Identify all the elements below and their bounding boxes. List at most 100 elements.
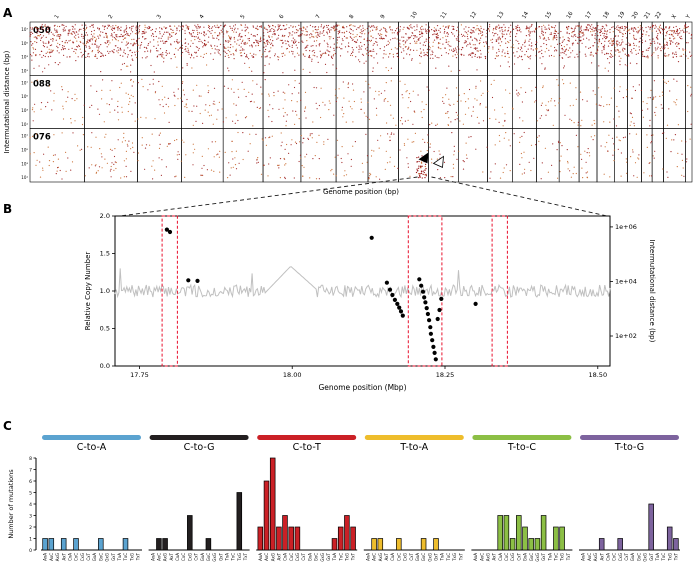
svg-text:GxC: GxC: [314, 553, 319, 561]
svg-text:21: 21: [643, 11, 652, 20]
bar: [617, 538, 623, 551]
svg-text:GxG: GxG: [535, 553, 540, 562]
svg-text:10⁷: 10⁷: [21, 27, 28, 32]
open-arrowhead-icon: [432, 155, 444, 168]
group-color-bar: [472, 435, 572, 440]
svg-text:TxG: TxG: [560, 553, 565, 562]
svg-text:AxC: AxC: [49, 553, 54, 561]
svg-text:13: 13: [497, 11, 506, 21]
svg-text:AxA: AxA: [366, 553, 371, 561]
bar: [516, 515, 522, 551]
bar: [396, 538, 402, 551]
bar: [294, 526, 301, 551]
svg-text:TxG: TxG: [129, 553, 134, 562]
svg-text:TxC: TxC: [123, 553, 128, 562]
bar: [540, 515, 547, 551]
svg-text:CxG: CxG: [295, 553, 300, 561]
svg-text:1e+04: 1e+04: [615, 278, 637, 286]
svg-text:19: 19: [618, 11, 627, 21]
bar: [350, 526, 356, 551]
svg-text:AxC: AxC: [264, 553, 269, 561]
svg-text:1.0: 1.0: [100, 287, 110, 295]
group-title: C-to-T: [293, 442, 321, 453]
group-color-bar: [42, 435, 141, 440]
bar: [497, 515, 503, 551]
bar: [673, 538, 679, 551]
rainfall-points-076: [29, 131, 691, 180]
svg-text:076: 076: [33, 133, 51, 143]
svg-text:AxG: AxG: [163, 553, 168, 561]
svg-text:CxG: CxG: [618, 553, 623, 561]
svg-text:GxG: GxG: [643, 553, 648, 562]
svg-text:GxC: GxC: [421, 553, 426, 561]
svg-text:GxG: GxG: [427, 553, 432, 562]
svg-text:10⁵: 10⁵: [21, 94, 28, 99]
svg-text:10⁵: 10⁵: [21, 148, 28, 153]
svg-text:CxA: CxA: [175, 553, 180, 561]
bar: [282, 515, 288, 551]
signature-group-T-to-G: T-to-G AxA AxC AxG AxT CxA CxC CxG CxT GxA GxC GxG G…: [579, 435, 680, 562]
svg-text:GxG: GxG: [105, 553, 110, 562]
svg-text:CxC: CxC: [181, 553, 186, 561]
svg-text:6: 6: [279, 13, 286, 20]
bar: [257, 526, 264, 551]
bar: [331, 538, 338, 551]
svg-text:CxG: CxG: [187, 553, 192, 561]
svg-text:TxA: TxA: [332, 553, 337, 562]
bar: [236, 492, 243, 551]
svg-text:AxT: AxT: [599, 552, 604, 560]
svg-text:4: 4: [29, 502, 32, 508]
svg-text:20: 20: [631, 11, 640, 21]
svg-text:TxC: TxC: [338, 553, 343, 562]
panel-b-copy-number-plot: 0.0 0.5 1.0 1.5 2.0 1e+06 1e+04 1e+02 17.75 18.00…: [84, 212, 656, 392]
group-color-bar: [149, 435, 249, 440]
svg-text:GxG: GxG: [212, 553, 217, 562]
svg-text:10³: 10³: [21, 161, 28, 166]
svg-text:CxC: CxC: [396, 553, 401, 561]
group-title: T-to-A: [399, 442, 428, 453]
svg-text:TxC: TxC: [231, 553, 236, 562]
bar: [503, 515, 510, 551]
bar: [371, 538, 377, 551]
signature-group-C-to-A: C-to-A AxA AxC AxG AxT CxA CxC CxG CxT GxA GxC GxG G…: [41, 435, 142, 562]
svg-text:10³: 10³: [21, 55, 28, 60]
svg-text:GxT: GxT: [649, 552, 654, 560]
svg-text:TxC: TxC: [554, 553, 559, 562]
svg-text:CxA: CxA: [283, 553, 288, 561]
group-color-bar: [580, 435, 679, 440]
panel-c-ylabel: Number of mutations: [7, 469, 15, 539]
svg-text:CxA: CxA: [498, 553, 503, 561]
svg-text:CxC: CxC: [289, 553, 294, 561]
svg-text:1e+02: 1e+02: [615, 332, 637, 340]
svg-text:AxA: AxA: [150, 553, 155, 561]
svg-text:AxG: AxG: [378, 553, 383, 561]
svg-text:GxT: GxT: [111, 552, 116, 560]
svg-text:X: X: [671, 13, 678, 20]
bar: [60, 538, 67, 551]
svg-text:AxC: AxC: [479, 553, 484, 561]
group-title: T-to-C: [507, 442, 537, 453]
panel-a-rainfall-plot: 1 2 3 4 5 6 7 8 9 10 11 12 13 14 15 16 17 18 19 20 21 22 X Y050…: [3, 11, 693, 196]
panel-a-ylabel: Intermutational distance (bp): [3, 50, 11, 153]
svg-text:AxG: AxG: [486, 553, 491, 561]
svg-text:22: 22: [654, 11, 663, 20]
svg-text:5: 5: [29, 490, 32, 496]
panel-b-label: B: [3, 202, 13, 216]
group-title: C-to-G: [184, 442, 215, 453]
bar: [48, 538, 55, 551]
svg-text:TxA: TxA: [117, 553, 122, 562]
svg-text:TxG: TxG: [452, 553, 457, 562]
svg-text:1.5: 1.5: [100, 250, 110, 258]
bar: [122, 538, 129, 551]
svg-text:TxG: TxG: [237, 553, 242, 562]
bar: [598, 538, 605, 551]
svg-text:CxT: CxT: [409, 552, 414, 560]
svg-text:AxC: AxC: [587, 553, 592, 561]
svg-text:0.5: 0.5: [100, 325, 110, 333]
bar: [522, 526, 528, 551]
svg-text:TxT: TxT: [351, 552, 356, 561]
svg-text:GxG: GxG: [320, 553, 325, 562]
svg-text:8: 8: [349, 13, 356, 20]
svg-text:GxT: GxT: [218, 552, 223, 560]
